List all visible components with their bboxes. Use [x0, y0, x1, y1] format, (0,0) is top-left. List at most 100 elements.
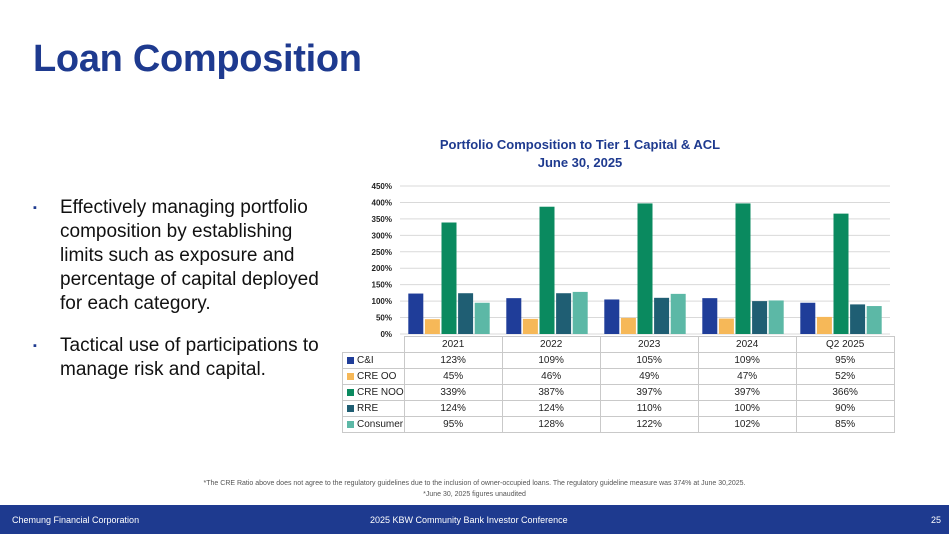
bar [604, 299, 620, 334]
data-table-cell: 49% [599, 368, 699, 385]
y-tick-label: 100% [372, 297, 392, 306]
bar [816, 316, 832, 334]
bullet-item: ▪ Effectively managing portfolio composi… [33, 196, 323, 316]
bullet-icon: ▪ [33, 202, 37, 214]
bar [572, 291, 588, 334]
y-tick-label: 450% [372, 182, 392, 191]
data-table-category: 2022 [501, 336, 601, 353]
data-table-series-label: CRE NOO [342, 384, 405, 401]
bar [752, 301, 768, 334]
y-tick-label: 0% [380, 330, 392, 339]
data-table-cell: 46% [501, 368, 601, 385]
bar [620, 317, 636, 334]
data-table-corner [342, 336, 405, 353]
data-table-category: 2023 [599, 336, 699, 353]
footnote: *The CRE Ratio above does not agree to t… [203, 480, 746, 487]
page-number: 25 [930, 515, 941, 525]
data-table-cell: 387% [501, 384, 601, 401]
data-table-cell: 47% [697, 368, 797, 385]
bullet-icon: ▪ [33, 340, 37, 352]
data-table-row: CRE OO 45% 46% 49% 47% 52% [342, 368, 895, 385]
data-table-cell: 90% [795, 400, 895, 417]
data-table-category: Q2 2025 [795, 336, 895, 353]
data-table-category: 2024 [697, 336, 797, 353]
bar [637, 203, 653, 334]
legend-label: RRE [357, 403, 379, 414]
bar [424, 319, 440, 334]
y-tick-label: 150% [372, 281, 392, 290]
bar [556, 293, 572, 334]
data-table-row: CRE NOO 339% 387% 397% 397% 366% [342, 384, 895, 401]
y-tick-label: 300% [372, 231, 392, 240]
legend-swatch [347, 372, 354, 380]
legend-label: CRE NOO [357, 387, 404, 398]
bar [522, 318, 538, 334]
bar [702, 298, 718, 334]
data-table-cell: 109% [697, 352, 797, 369]
data-table-cell: 100% [697, 400, 797, 417]
data-table-category: 2021 [403, 336, 503, 353]
legend-label: C&I [357, 355, 374, 366]
data-table-cell: 95% [795, 352, 895, 369]
y-tick-label: 200% [372, 264, 392, 273]
page-title: Loan Composition [33, 38, 362, 80]
data-table-cell: 124% [501, 400, 601, 417]
bullet-text: Effectively managing portfolio compositi… [60, 197, 319, 314]
bar [474, 302, 490, 334]
legend-swatch [347, 404, 354, 412]
data-table-cell: 397% [599, 384, 699, 401]
data-table-cell: 109% [501, 352, 601, 369]
bar [850, 304, 866, 334]
bar [800, 302, 816, 334]
data-table-row: Consumer 95% 128% 122% 102% 85% [342, 416, 895, 433]
bar [735, 203, 751, 334]
data-table-cell: 128% [501, 416, 601, 433]
bar [866, 306, 882, 334]
data-table-row: RRE 124% 124% 110% 100% 90% [342, 400, 895, 417]
data-table-cell: 123% [403, 352, 503, 369]
y-tick-label: 350% [372, 215, 392, 224]
data-table-cell: 102% [697, 416, 797, 433]
legend-swatch [347, 388, 354, 396]
data-table-cell: 122% [599, 416, 699, 433]
footer-company: Chemung Financial Corporation [12, 515, 140, 525]
bar [718, 318, 734, 334]
chart-data-table: 2021 2022 2023 2024 Q2 2025 C&I 123% 109% 105% 1… [342, 336, 895, 433]
data-table-cell: 105% [599, 352, 699, 369]
bar-chart: 0% 50% 100% 150% 200% 250% 300% 350% 400% 450% [372, 182, 890, 339]
bar [506, 298, 522, 334]
bar [458, 293, 474, 334]
data-table-header-row: 2021 2022 2023 2024 Q2 2025 [342, 336, 895, 353]
bar [539, 206, 555, 334]
bullet-item: ▪ Tactical use of participations to mana… [33, 334, 323, 382]
data-table-cell: 366% [795, 384, 895, 401]
footer-bar: Chemung Financial Corporation 2025 KBW C… [0, 505, 949, 534]
footnote-unaudited: *June 30, 2025 figures unaudited [423, 491, 526, 498]
data-table-row: C&I 123% 109% 105% 109% 95% [342, 352, 895, 369]
bar [670, 293, 686, 334]
legend-label: CRE OO [357, 371, 397, 382]
bar [833, 213, 849, 334]
data-table-cell: 110% [599, 400, 699, 417]
bullet-text: Tactical use of participations to manage… [60, 335, 319, 380]
chart-title-block: Portfolio Composition to Tier 1 Capital … [430, 136, 730, 172]
data-table-cell: 124% [403, 400, 503, 417]
bar [654, 297, 670, 334]
data-table-cell: 339% [403, 384, 503, 401]
bar [768, 300, 784, 334]
data-table-cell: 45% [403, 368, 503, 385]
bullet-list: ▪ Effectively managing portfolio composi… [33, 196, 323, 400]
footer-event: 2025 KBW Community Bank Investor Confere… [370, 515, 568, 525]
chart-subtitle: June 30, 2025 [537, 155, 623, 170]
y-tick-label: 50% [376, 314, 392, 323]
legend-label: Consumer [357, 419, 404, 430]
data-table-cell: 52% [795, 368, 895, 385]
data-table-cell: 95% [403, 416, 503, 433]
y-tick-label: 400% [372, 198, 392, 207]
data-table-cell: 397% [697, 384, 797, 401]
chart-title: Portfolio Composition to Tier 1 Capital … [439, 137, 721, 152]
legend-swatch [347, 420, 354, 428]
y-tick-label: 250% [372, 248, 392, 257]
bar [441, 222, 457, 334]
data-table-series-label: Consumer [342, 416, 405, 433]
